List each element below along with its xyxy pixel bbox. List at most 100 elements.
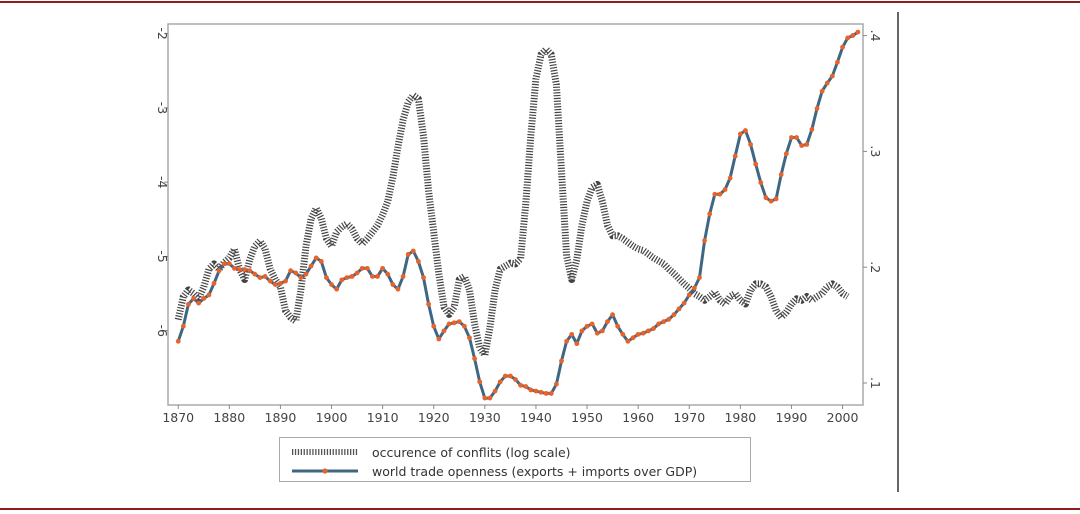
trade-point: [416, 259, 421, 264]
trade-point: [339, 277, 345, 283]
trade-point: [635, 331, 641, 337]
trade-point: [385, 271, 391, 277]
trade-point: [206, 292, 212, 298]
trade-point: [216, 268, 222, 274]
series-conflict: [174, 45, 850, 359]
trade-point: [278, 281, 283, 286]
trade-point: [615, 323, 621, 329]
trade-point: [569, 331, 575, 337]
trade-point: [722, 187, 728, 193]
trade-point: [763, 195, 769, 201]
y-left-tick-label: -4: [155, 176, 170, 189]
x-tick-label: 1950: [571, 410, 603, 425]
trade-point: [283, 278, 288, 284]
trade-point: [789, 135, 794, 140]
x-tick-label: 1900: [316, 410, 348, 425]
top-rule: [0, 1, 1080, 3]
trade-point: [441, 328, 447, 334]
trade-point: [472, 356, 478, 362]
trade-point: [819, 88, 825, 94]
x-tick-label: 2000: [827, 410, 859, 425]
trade-point: [267, 278, 273, 284]
trade-point: [824, 80, 830, 86]
trade-point: [574, 341, 580, 347]
x-tick-label: 1880: [213, 410, 245, 425]
trade-point: [845, 35, 851, 41]
line-marker-swatch: [292, 468, 358, 474]
trade-point: [497, 379, 503, 385]
trade-point: [538, 389, 544, 395]
trade-point: [288, 268, 294, 274]
trade-point: [395, 286, 401, 292]
trade-line: [176, 30, 859, 400]
legend-label: occurence of conflits (log scale): [372, 444, 571, 460]
trade-point: [630, 335, 636, 341]
legend: occurence of conflits (log scale) world …: [279, 437, 751, 482]
y-left-tick-label: -2: [155, 27, 170, 39]
trade-point: [620, 331, 626, 337]
trade-point: [186, 301, 191, 307]
trade-point: [242, 267, 248, 272]
trade-point: [324, 275, 329, 281]
trade-point: [564, 338, 570, 344]
trade-point: [257, 275, 263, 281]
trade-point: [298, 275, 304, 281]
hatched-line-swatch: [292, 449, 358, 455]
right-divider: [897, 12, 899, 492]
trade-point: [436, 336, 442, 342]
trade-point: [247, 268, 253, 274]
trade-point: [717, 191, 723, 197]
legend-item-trade: world trade openness (exports + imports …: [290, 462, 697, 480]
trade-point: [656, 321, 661, 327]
trade-point: [702, 238, 707, 243]
x-tick-label: 1970: [673, 410, 705, 425]
y-left-tick-label: -6: [155, 324, 170, 337]
trade-point: [308, 263, 314, 269]
trade-point: [579, 328, 585, 334]
trade-point: [410, 248, 416, 254]
trade-point: [191, 296, 196, 301]
x-tick-label: 1980: [724, 410, 756, 425]
bottom-rule: [0, 508, 1080, 510]
legend-label: world trade openness (exports + imports …: [372, 463, 698, 479]
trade-point: [318, 259, 324, 264]
trade-point: [211, 281, 217, 286]
trade-point: [840, 44, 845, 50]
trade-point: [196, 300, 202, 306]
trade-point: [232, 265, 237, 271]
trade-point: [584, 323, 590, 329]
trade-point: [451, 320, 457, 326]
trade-point: [518, 382, 524, 388]
trade-point: [487, 395, 493, 401]
x-tick-label: 1960: [622, 410, 654, 425]
series-trade: [175, 29, 861, 401]
trade-point: [855, 29, 861, 35]
trade-point: [681, 300, 687, 306]
trade-point: [334, 286, 340, 292]
trade-point: [456, 319, 462, 325]
trade-point: [691, 285, 697, 291]
trade-point: [640, 330, 646, 336]
y-right-tick-label: .1: [868, 377, 883, 389]
trade-point: [467, 335, 472, 341]
trade-point: [794, 135, 799, 140]
trade-point: [262, 274, 268, 279]
trade-point: [671, 312, 677, 318]
trade-point: [661, 319, 667, 325]
trade-point: [666, 316, 672, 322]
trade-point: [732, 153, 738, 159]
trade-point: [814, 106, 820, 111]
trade-point: [252, 271, 258, 277]
trade-point: [237, 267, 242, 272]
trade-point: [651, 326, 656, 331]
trade-point: [768, 198, 774, 204]
trade-point: [610, 312, 615, 318]
trade-point: [329, 282, 334, 287]
trade-point: [370, 274, 375, 279]
trade-point: [272, 282, 278, 287]
trade-point: [850, 33, 856, 38]
trade-point: [492, 388, 498, 394]
trade-point: [400, 274, 406, 279]
conflict-line: [174, 45, 850, 359]
